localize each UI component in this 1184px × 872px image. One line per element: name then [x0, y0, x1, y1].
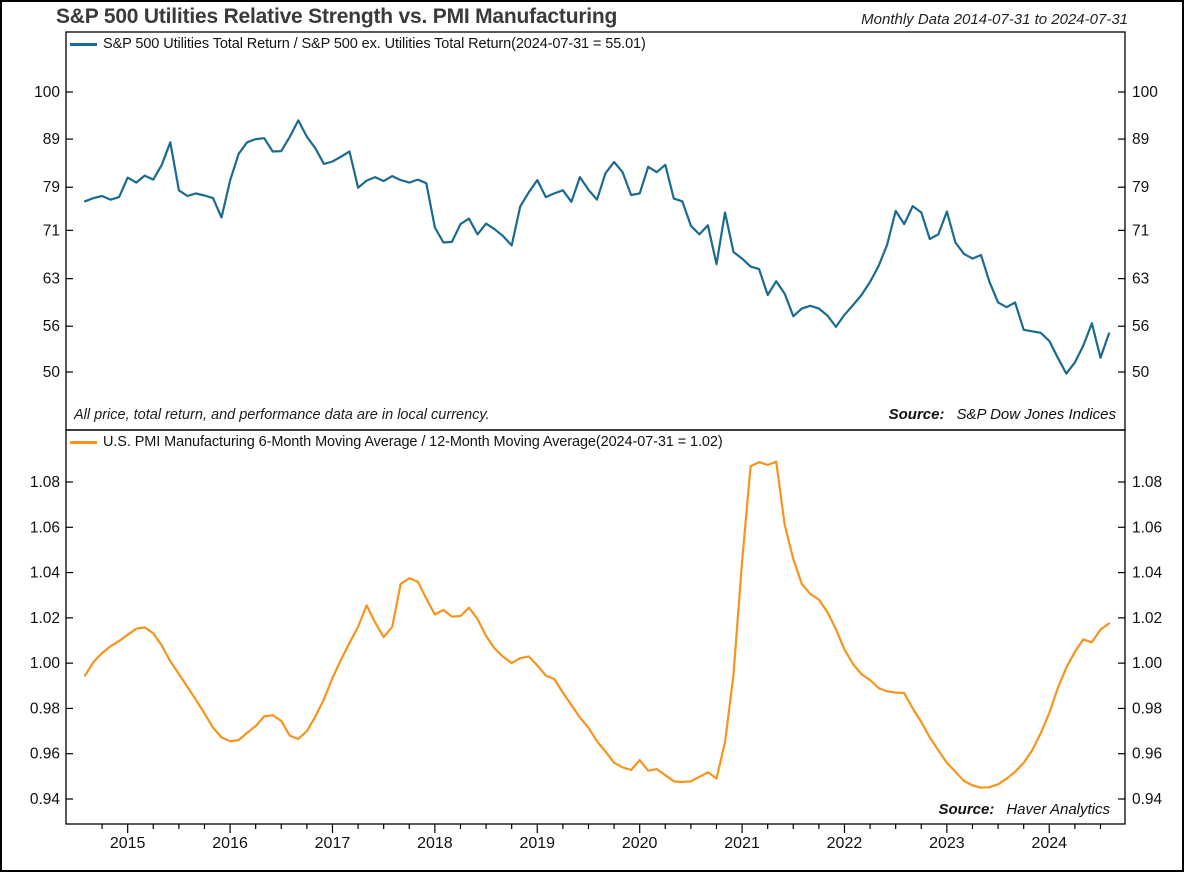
- x-axis-year-label: 2016: [212, 835, 248, 852]
- pmi-line-swatch: [70, 440, 97, 444]
- y-axis-label-left: 0.94: [30, 791, 61, 808]
- panel-frame: [65, 31, 1126, 431]
- page-title: S&P 500 Utilities Relative Strength vs. …: [56, 5, 618, 28]
- x-axis-year-label: 2022: [827, 835, 863, 852]
- x-axis-year-label: 2015: [110, 835, 146, 852]
- x-axis-year-label: 2023: [929, 835, 965, 852]
- y-axis-label-left: 56: [43, 318, 60, 335]
- date-range-label: Monthly Data 2014-07-31 to 2024-07-31: [861, 11, 1128, 28]
- y-axis-label-right: 79: [1132, 179, 1149, 196]
- y-axis-label-left: 1.08: [30, 474, 60, 491]
- y-axis-label-left: 1.02: [30, 610, 60, 627]
- utilities-relative-strength-line: [83, 119, 1111, 375]
- y-axis-label-right: 1.08: [1132, 474, 1162, 491]
- y-axis-label-left: 0.96: [30, 746, 60, 763]
- x-axis-year-label: 2024: [1031, 835, 1067, 852]
- source-bottom-panel: Source: Haver Analytics: [938, 801, 1110, 818]
- y-axis-label-right: 71: [1132, 222, 1149, 239]
- y-axis-label-right: 1.02: [1132, 610, 1162, 627]
- source-name: S&P Dow Jones Indices: [956, 406, 1116, 423]
- x-axis-year-label: 2020: [622, 835, 658, 852]
- x-axis-year-label: 2019: [519, 835, 555, 852]
- y-axis-label-right: 1.06: [1132, 519, 1162, 536]
- y-axis-label-right: 0.94: [1132, 791, 1163, 808]
- y-axis-label-left: 63: [43, 271, 60, 288]
- x-axis-year-label: 2018: [417, 835, 453, 852]
- x-axis-year-label: 2017: [315, 835, 351, 852]
- y-axis-label-right: 50: [1132, 364, 1150, 381]
- y-axis-label-left: 71: [43, 222, 60, 239]
- y-axis-label-right: 1.04: [1132, 565, 1163, 582]
- y-axis-label-left: 1.00: [30, 655, 61, 672]
- y-axis-label-right: 0.98: [1132, 700, 1162, 717]
- y-axis-label-right: 0.96: [1132, 746, 1162, 763]
- y-axis-label-right: 56: [1132, 318, 1149, 335]
- y-axis-label-right: 100: [1132, 84, 1158, 101]
- y-axis-label-left: 79: [43, 179, 60, 196]
- legend-top-panel: S&P 500 Utilities Total Return / S&P 500…: [70, 36, 646, 52]
- y-axis-label-right: 89: [1132, 131, 1149, 148]
- y-axis-label-left: 100: [34, 84, 60, 101]
- legend-bottom-label: U.S. PMI Manufacturing 6-Month Moving Av…: [103, 434, 723, 450]
- y-axis-label-left: 89: [43, 131, 60, 148]
- source-label: Source:: [888, 406, 945, 423]
- currency-note: All price, total return, and performance…: [74, 407, 490, 423]
- x-axis-year-label: 2021: [724, 835, 760, 852]
- y-axis-label-right: 63: [1132, 271, 1149, 288]
- panel-frame: [65, 429, 1126, 825]
- source-top-panel: Source: S&P Dow Jones Indices: [889, 406, 1116, 423]
- y-axis-label-left: 1.06: [30, 519, 60, 536]
- y-axis-label-left: 1.04: [30, 565, 61, 582]
- y-axis-label-left: 0.98: [30, 700, 60, 717]
- y-axis-label-right: 1.00: [1132, 655, 1163, 672]
- source-name: Haver Analytics: [1006, 801, 1110, 818]
- y-axis-label-left: 50: [43, 364, 61, 381]
- legend-bottom-panel: U.S. PMI Manufacturing 6-Month Moving Av…: [70, 434, 723, 450]
- utilities-line-swatch: [70, 42, 97, 46]
- pmi-ratio-line: [83, 460, 1111, 789]
- source-label: Source:: [938, 801, 995, 818]
- legend-top-label: S&P 500 Utilities Total Return / S&P 500…: [103, 36, 646, 52]
